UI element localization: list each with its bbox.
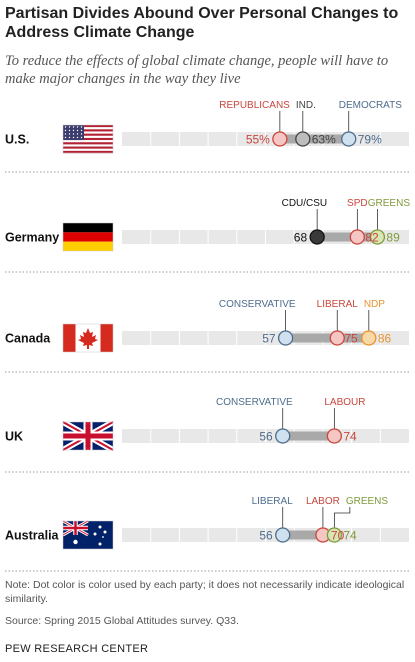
party-label: REPUBLICANS — [219, 100, 290, 111]
party-label: LABOR — [306, 496, 340, 507]
range-bar — [282, 431, 335, 441]
value-label: 74 — [343, 529, 357, 543]
party-label: LIBERAL — [317, 299, 359, 310]
party-label: SPD — [347, 198, 368, 209]
flag-de-icon — [62, 222, 114, 252]
value-label: 55% — [246, 133, 270, 147]
data-point — [349, 229, 365, 245]
party-label: NDP — [364, 299, 385, 310]
range-bar — [317, 232, 378, 242]
chart-source: Source: Spring 2015 Global Attitudes sur… — [5, 615, 239, 627]
data-point — [309, 229, 325, 245]
data-point — [275, 527, 291, 543]
dot-chart: U.S. REPUBLICANS IND. DEMOCRATS 55% 63% 79% Ger… — [5, 100, 411, 572]
data-point — [369, 229, 386, 245]
party-label: DEMOCRATS — [339, 100, 402, 111]
value-label: 86 — [378, 332, 392, 346]
value-label: 79% — [358, 133, 382, 147]
value-label: 82 — [365, 231, 379, 245]
organization-credit: PEW RESEARCH CENTER — [5, 643, 149, 655]
flag-us-icon — [62, 124, 114, 154]
value-label: 74 — [343, 430, 357, 444]
country-label-australia: Australia — [5, 529, 60, 543]
chart-title: Partisan Divides Abound Over Personal Ch… — [5, 5, 399, 41]
data-point — [326, 428, 343, 444]
data-point — [275, 428, 291, 444]
range-bar — [279, 134, 349, 144]
party-label: CDU/CSU — [282, 198, 328, 209]
value-label: 63% — [312, 133, 336, 147]
chart-note: Note: Dot color is color used by each pa… — [5, 579, 405, 605]
party-label: LIBERAL — [252, 496, 294, 507]
country-label-canada: Canada — [5, 332, 51, 346]
party-label: GREENS — [368, 198, 411, 209]
range-bar — [282, 530, 335, 540]
country-label-germany: Germany — [5, 231, 59, 245]
flag-ca-icon — [62, 323, 114, 353]
value-label: 57 — [262, 332, 276, 346]
data-point — [277, 330, 294, 346]
data-point — [326, 527, 343, 543]
value-label: 68 — [294, 231, 308, 245]
data-point — [329, 330, 345, 346]
data-point — [341, 131, 357, 147]
value-label: 56 — [259, 430, 273, 444]
flag-au-icon — [62, 519, 114, 550]
country-label-uk: UK — [5, 430, 23, 444]
value-label: 56 — [259, 529, 273, 543]
data-point — [361, 330, 377, 346]
data-point — [272, 131, 288, 147]
flag-uk-icon — [61, 419, 115, 453]
value-label: 70 — [331, 529, 345, 543]
value-label: 75 — [344, 332, 358, 346]
country-label-us: U.S. — [5, 133, 29, 147]
value-label: 89 — [386, 231, 400, 245]
range-bar — [285, 333, 369, 343]
chart-subtitle: To reduce the effects of global climate … — [5, 53, 389, 87]
party-label: CONSERVATIVE — [219, 299, 296, 310]
leader-line — [333, 507, 351, 528]
data-point — [295, 131, 311, 147]
party-label: LABOUR — [324, 397, 365, 408]
party-label: CONSERVATIVE — [216, 397, 293, 408]
party-label: IND. — [296, 100, 316, 111]
party-label: GREENS — [346, 496, 389, 507]
